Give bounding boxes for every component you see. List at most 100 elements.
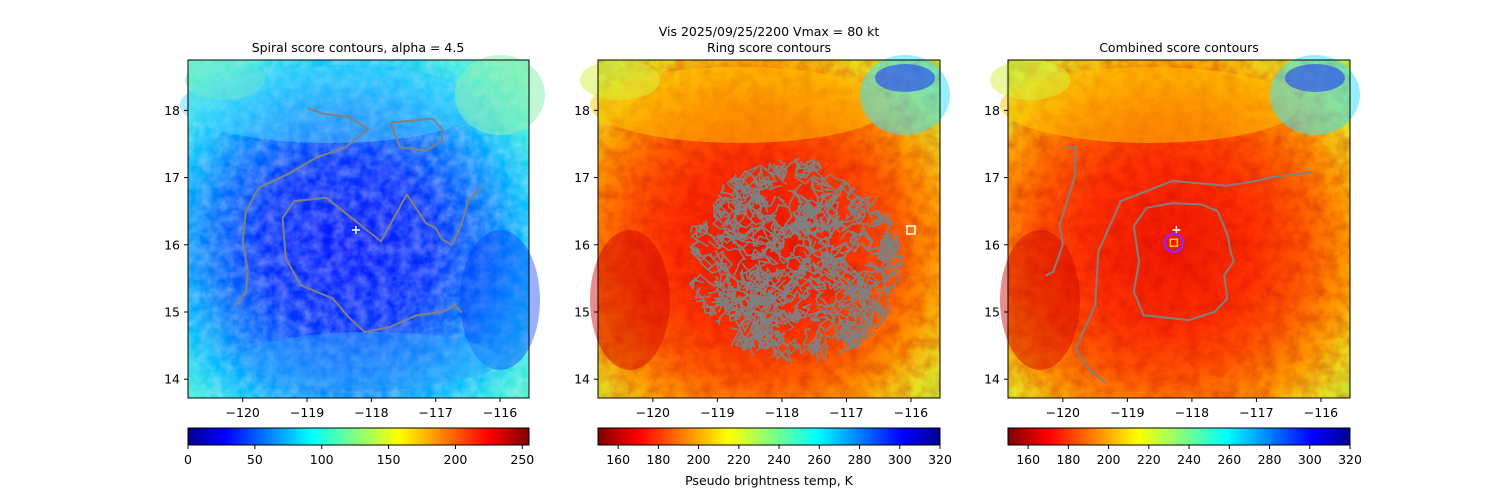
panel-ring-frame	[597, 59, 941, 399]
panel-combined-markers	[1163, 226, 1185, 254]
combined-xtick-label: −117	[1239, 405, 1273, 420]
panel-ring-title: Ring score contours	[707, 40, 831, 55]
ring-ring-contour	[782, 227, 802, 241]
ring-ring-contour	[802, 160, 835, 192]
panel-ring-xaxis: −120 −119 −118 −117 −116	[636, 398, 928, 420]
spiral-contour-line	[380, 186, 482, 246]
panel-spiral-contours	[235, 107, 482, 334]
combined-colorbar-tick-label: 260	[1217, 452, 1241, 467]
ring-ring-contour	[727, 205, 746, 232]
ring-ring-contour	[818, 243, 852, 270]
panel-combined-colorbar-gradient	[1008, 428, 1350, 445]
ring-ring-contour	[874, 270, 896, 310]
panel-spiral: Spiral score contours, alpha = 4.5 −120−…	[164, 40, 545, 467]
combined-ytick-label: 16	[984, 237, 1000, 252]
combined-colorbar-tick-label: 180	[1056, 452, 1080, 467]
ring-ring-contour	[770, 328, 800, 349]
ring-ring-contour	[748, 309, 780, 344]
ring-ring-contour	[774, 250, 813, 275]
panel-combined-image	[990, 55, 1360, 398]
ring-ring-contour	[794, 157, 822, 170]
ring-ring-contour	[759, 175, 778, 190]
ring-ring-contour	[757, 265, 786, 279]
figure-suptitle: Vis 2025/09/25/2200 Vmax = 80 kt	[659, 24, 880, 39]
colorbar-label: Pseudo brightness temp, K	[685, 473, 854, 488]
ring-ring-contour	[775, 159, 788, 185]
ring-ring-contour	[690, 248, 724, 272]
panel-ring-markers	[906, 225, 916, 235]
panel-ring-colorbar-frame	[597, 427, 941, 446]
ring-xtick-label: −120	[636, 405, 670, 420]
ring-ring-contour	[836, 319, 874, 337]
ring-ytick-label: 15	[574, 304, 590, 319]
ring-ring-contour	[798, 258, 827, 292]
combined-contour-line	[1074, 171, 1313, 384]
ring-ring-contour	[756, 330, 780, 352]
panel-spiral-image	[180, 55, 545, 398]
ring-ring-contour	[726, 218, 751, 277]
ring-colorbar-tick-label: 220	[727, 452, 751, 467]
ring-ring-contour	[809, 306, 830, 348]
panel-ring-colorbar: 160 180 200 220 240 260 280 300 320	[597, 427, 952, 467]
ring-ring-contour	[823, 184, 856, 222]
ring-ring-contour	[823, 269, 865, 292]
ring-ytick-label: 18	[574, 103, 590, 118]
ring-ring-contour	[824, 285, 870, 321]
ring-ring-contour	[744, 269, 771, 307]
ring-ring-contour	[778, 250, 812, 301]
panel-spiral-colorbar-frame	[187, 427, 530, 446]
ring-ring-contour	[742, 294, 772, 320]
ring-ring-contour	[773, 216, 812, 240]
ring-ring-contour	[712, 292, 741, 322]
spiral-ytick-label: 15	[164, 304, 180, 319]
panel-combined-xaxis: −120 −119 −118 −117 −116	[1046, 398, 1338, 420]
ring-ring-contour	[871, 234, 894, 264]
ring-ring-contour	[694, 205, 739, 243]
panel-ring-yaxis: 14 15 16 17 18	[574, 103, 598, 387]
spiral-ytick-label: 18	[164, 103, 180, 118]
ring-ring-contour	[816, 273, 861, 294]
ring-ring-contour	[717, 254, 733, 275]
combined-fix-ring	[1163, 232, 1185, 254]
ring-ring-contour	[718, 285, 764, 312]
spiral-xtick-label: −119	[290, 405, 324, 420]
panel-combined-yaxis: 14 15 16 17 18	[984, 103, 1008, 387]
spiral-xtick-label: −117	[419, 405, 453, 420]
ring-ring-contour	[839, 229, 860, 247]
ring-xtick-label: −116	[894, 405, 928, 420]
panel-combined-colorbar-ticks: 160 180 200 220 240 260 280 300 320	[1016, 445, 1362, 467]
ring-ring-contour	[878, 279, 900, 314]
combined-ytick-label: 17	[984, 170, 1000, 185]
ring-ring-contour	[837, 325, 866, 354]
combined-xtick-label: −119	[1110, 405, 1144, 420]
spiral-center-marker	[351, 226, 360, 235]
ring-ring-contour	[750, 192, 769, 213]
panel-spiral-colorbar-ticks: 0 50 100 150 200 250	[184, 445, 534, 467]
ring-ring-contour	[851, 286, 871, 311]
ring-ring-contour	[867, 261, 905, 279]
ring-ring-contour	[752, 233, 772, 256]
spiral-contour-line	[235, 107, 370, 307]
panel-ring-colorbar-ticks: 160 180 200 220 240 260 280 300 320	[606, 445, 952, 467]
ring-ring-contour	[878, 212, 894, 226]
combined-fix-marker	[1169, 238, 1179, 248]
ring-colorbar-tick-label: 200	[687, 452, 711, 467]
ring-ring-contour	[736, 221, 757, 238]
ring-ring-contour	[707, 280, 726, 295]
combined-colorbar-tick-label: 300	[1298, 452, 1322, 467]
panel-ring: Ring score contours −120 −119 −118 −117 −116…	[574, 40, 952, 488]
ring-colorbar-tick-label: 240	[767, 452, 791, 467]
spiral-contour-line	[389, 117, 444, 152]
spiral-colorbar-tick-label: 100	[310, 452, 334, 467]
ring-ring-contour	[743, 327, 768, 357]
panel-spiral-frame	[187, 59, 530, 399]
ring-colorbar-tick-label: 180	[646, 452, 670, 467]
ring-ring-contour	[827, 219, 856, 248]
ring-ring-contour	[736, 279, 751, 293]
ring-ring-contour	[841, 310, 871, 342]
ring-ring-contour	[763, 239, 783, 266]
spiral-xtick-label: −120	[226, 405, 260, 420]
combined-xtick-label: −116	[1304, 405, 1338, 420]
combined-colorbar-tick-label: 160	[1016, 452, 1040, 467]
